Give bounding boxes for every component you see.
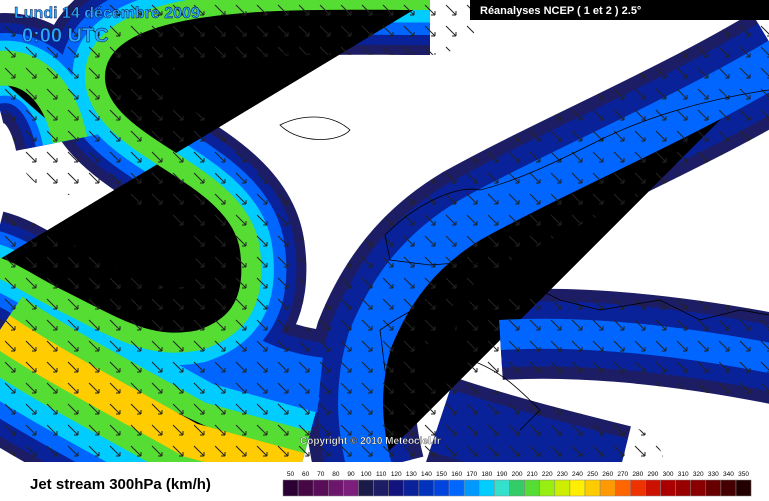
legend-swatch	[509, 479, 525, 497]
legend-label: 230	[557, 471, 568, 478]
legend-swatch	[584, 479, 601, 497]
legend-swatch	[599, 479, 616, 497]
legend-swatch	[524, 479, 540, 497]
legend-label: 350	[738, 471, 749, 478]
legend-swatch	[630, 479, 646, 497]
legend-swatch	[569, 479, 586, 497]
legend-label: 70	[317, 471, 325, 478]
legend-swatch	[328, 479, 344, 497]
legend-swatch	[403, 479, 420, 497]
legend-swatch	[373, 479, 389, 497]
legend-label: 170	[466, 471, 477, 478]
legend-swatch	[282, 479, 299, 497]
date: Lundi 14 décembre 2009	[14, 5, 200, 22]
legend-label: 340	[723, 471, 734, 478]
legend-swatch	[479, 479, 495, 497]
legend-label: 220	[542, 471, 553, 478]
legend-label: 210	[527, 471, 538, 478]
legend-label: 150	[436, 471, 447, 478]
legend-swatch	[735, 479, 752, 497]
wind-arrows	[0, 0, 769, 462]
legend-swatch	[418, 479, 435, 497]
legend-scale: 50 60 70 80 90 100 110 120 130 140 150 160 170 180 190…	[282, 471, 752, 497]
legend-label: 240	[572, 471, 583, 478]
legend-label: 290	[648, 471, 659, 478]
legend-label: 200	[512, 471, 523, 478]
legend-label: 180	[481, 471, 492, 478]
legend-label: 120	[391, 471, 402, 478]
legend-title: Jet stream 300hPa (km/h)	[30, 476, 211, 493]
legend-label: 320	[693, 471, 704, 478]
legend-label: 190	[497, 471, 508, 478]
legend-swatch	[614, 479, 631, 497]
legend-label: 310	[678, 471, 689, 478]
legend-swatch	[358, 479, 374, 497]
source-box	[470, 0, 769, 20]
legend-swatch	[463, 479, 480, 497]
source: Réanalyses NCEP ( 1 et 2 ) 2.5°	[480, 5, 641, 17]
legend-label: 100	[361, 471, 372, 478]
legend-label: 50	[287, 471, 295, 478]
legend-swatch	[388, 479, 405, 497]
time: 0:00 UTC	[22, 25, 109, 47]
legend-swatch	[343, 479, 359, 497]
legend-swatch	[705, 479, 722, 497]
legend-label: 270	[617, 471, 628, 478]
map-area	[0, 0, 769, 470]
legend-swatch	[554, 479, 571, 497]
legend-swatch	[494, 479, 510, 497]
legend-swatch	[448, 479, 465, 497]
legend-label: 60	[302, 471, 310, 478]
legend-swatch	[433, 479, 450, 497]
jet-stream-fields	[0, 0, 769, 470]
legend-label: 280	[632, 471, 643, 478]
legend-label: 250	[587, 471, 598, 478]
coastlines	[239, 51, 769, 431]
copyright: Copyright © 2010 Meteociel.fr	[300, 436, 441, 447]
legend-label: 330	[708, 471, 719, 478]
legend-label: 80	[332, 471, 340, 478]
legend-label: 300	[663, 471, 674, 478]
legend-swatch	[297, 479, 314, 497]
legend-label: 130	[406, 471, 417, 478]
legend-label: 140	[421, 471, 432, 478]
legend-swatch	[539, 479, 556, 497]
legend-swatch	[645, 479, 661, 497]
legend-swatch	[660, 479, 676, 497]
legend-label: 160	[451, 471, 462, 478]
legend-swatch	[690, 479, 707, 497]
legend-swatch	[312, 479, 329, 497]
legend-label: 260	[602, 471, 613, 478]
legend-swatch	[720, 479, 737, 497]
legend-swatch	[675, 479, 691, 497]
legend-label: 110	[376, 471, 387, 478]
legend-label: 90	[347, 471, 355, 478]
